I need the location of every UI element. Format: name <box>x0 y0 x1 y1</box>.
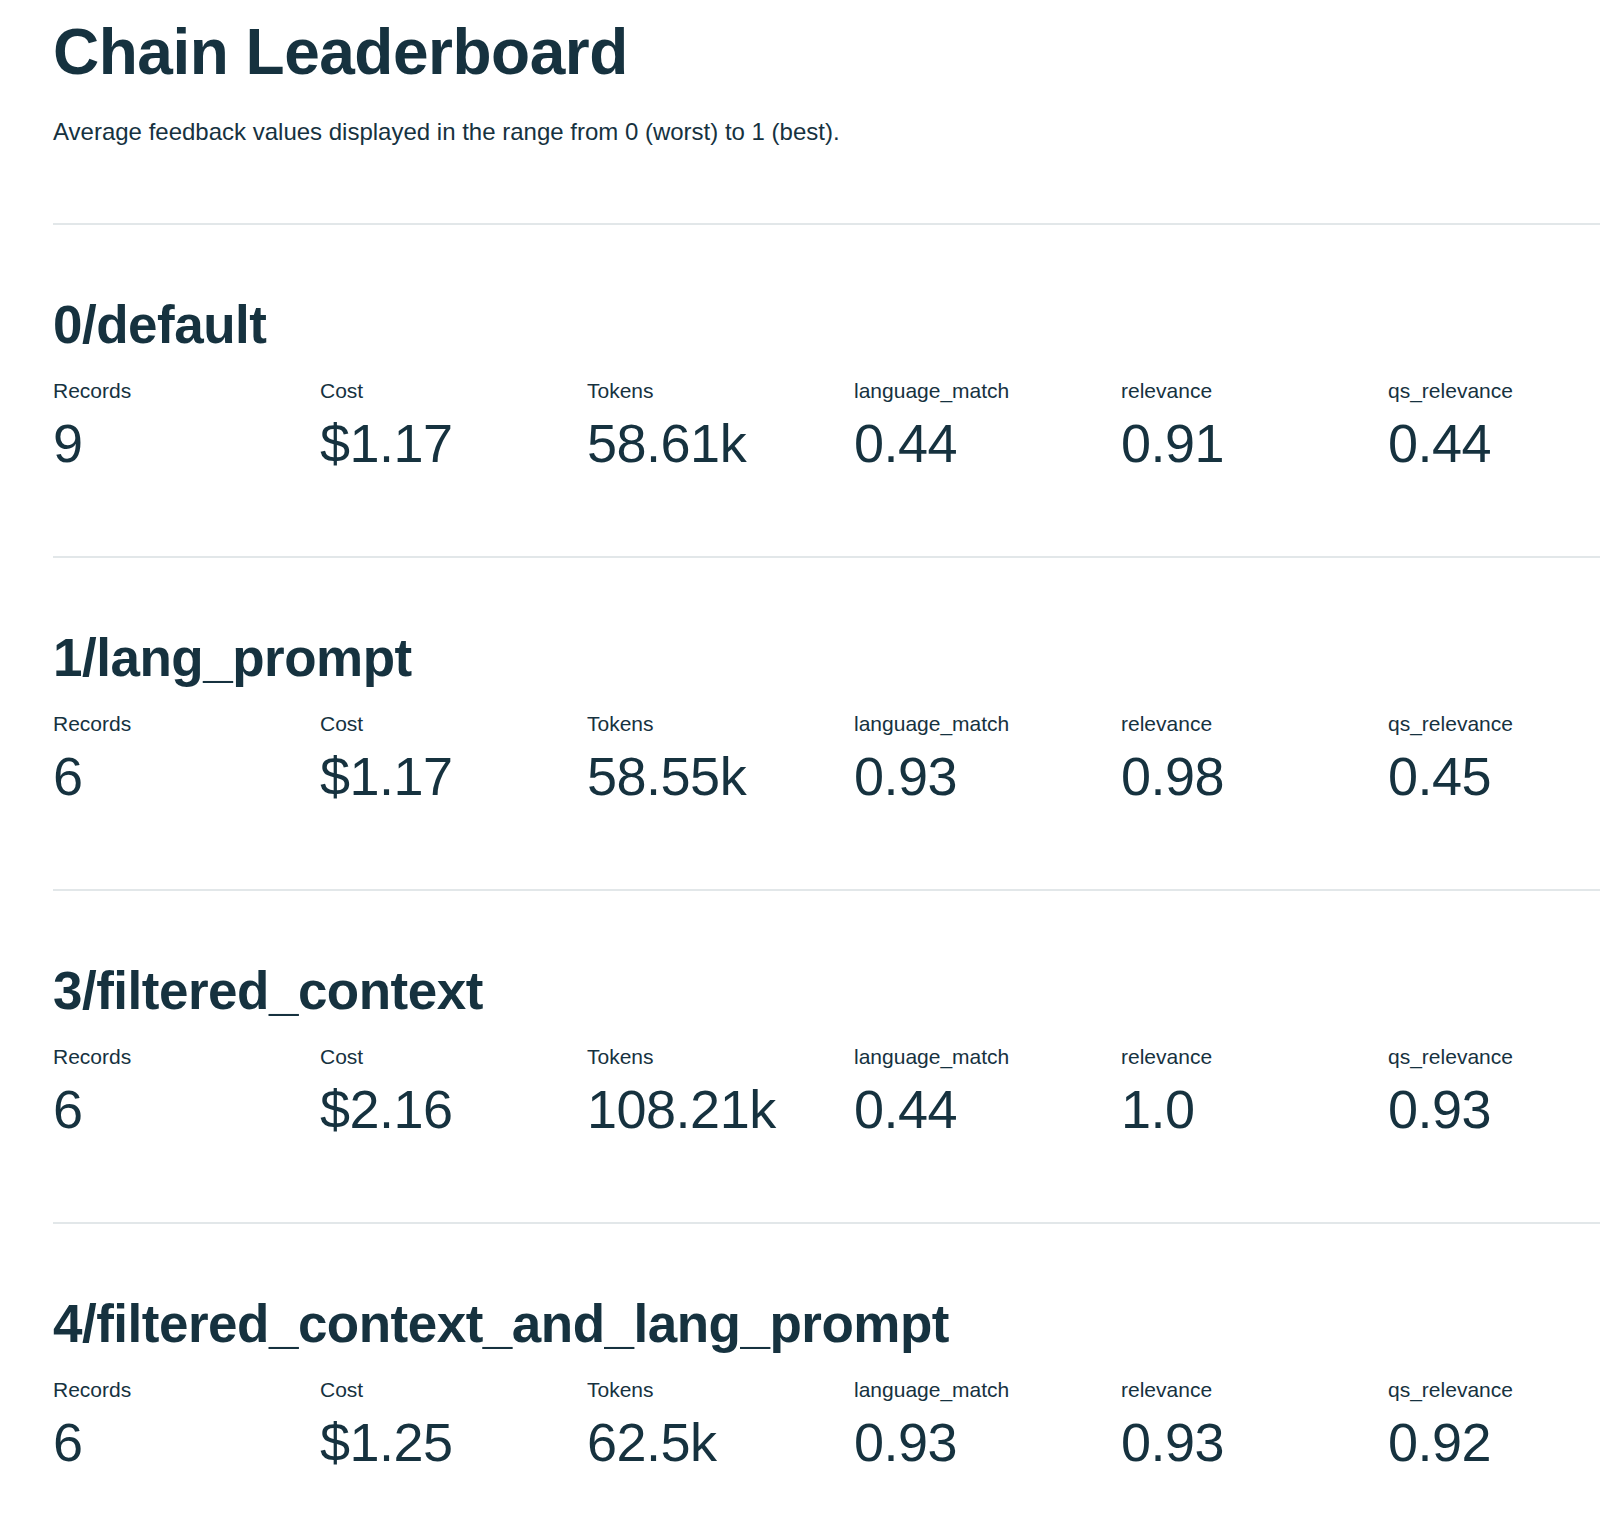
metric-label-records: Records <box>53 1376 304 1403</box>
metric-label-language-match: language_match <box>854 1376 1105 1403</box>
section-filtered-context-and-lang-prompt: 4/filtered_context_and_lang_prompt Recor… <box>53 1222 1600 1473</box>
metric-value-cost: $1.17 <box>320 745 571 807</box>
metric-label-relevance: relevance <box>1121 710 1372 737</box>
metric-value-records: 6 <box>53 745 304 807</box>
metric-label-records: Records <box>53 377 304 404</box>
page-subtitle: Average feedback values displayed in the… <box>53 115 1600 149</box>
metric-value-cost: $1.17 <box>320 412 571 474</box>
metric-label-relevance: relevance <box>1121 377 1372 404</box>
section-title: 0/default <box>53 293 1600 357</box>
metric-value-records: 6 <box>53 1411 304 1473</box>
metric-labels-row: Records Cost Tokens language_match relev… <box>53 710 1600 737</box>
metric-label-cost: Cost <box>320 1376 571 1403</box>
metric-label-language-match: language_match <box>854 710 1105 737</box>
metric-value-tokens: 58.55k <box>587 745 838 807</box>
metric-value-qs-relevance: 0.45 <box>1388 745 1600 807</box>
metric-label-tokens: Tokens <box>587 377 838 404</box>
metric-value-qs-relevance: 0.92 <box>1388 1411 1600 1473</box>
metric-value-cost: $1.25 <box>320 1411 571 1473</box>
metric-value-qs-relevance: 0.93 <box>1388 1078 1600 1140</box>
metric-labels-row: Records Cost Tokens language_match relev… <box>53 1043 1600 1070</box>
metric-value-language-match: 0.93 <box>854 1411 1105 1473</box>
metric-label-qs-relevance: qs_relevance <box>1388 377 1600 404</box>
metric-value-relevance: 0.91 <box>1121 412 1372 474</box>
metric-label-records: Records <box>53 710 304 737</box>
metric-value-language-match: 0.93 <box>854 745 1105 807</box>
metric-label-qs-relevance: qs_relevance <box>1388 1043 1600 1070</box>
metric-value-language-match: 0.44 <box>854 1078 1105 1140</box>
metric-label-qs-relevance: qs_relevance <box>1388 1376 1600 1403</box>
metric-value-qs-relevance: 0.44 <box>1388 412 1600 474</box>
chain-leaderboard-page: Chain Leaderboard Average feedback value… <box>0 0 1600 1526</box>
metric-label-language-match: language_match <box>854 377 1105 404</box>
metric-label-tokens: Tokens <box>587 710 838 737</box>
metric-labels-row: Records Cost Tokens language_match relev… <box>53 377 1600 404</box>
section-filtered-context: 3/filtered_context Records Cost Tokens l… <box>53 889 1600 1140</box>
metric-value-records: 9 <box>53 412 304 474</box>
metric-values-row: 6 $1.25 62.5k 0.93 0.93 0.92 <box>53 1411 1600 1473</box>
section-title: 3/filtered_context <box>53 959 1600 1023</box>
metric-value-language-match: 0.44 <box>854 412 1105 474</box>
metric-label-records: Records <box>53 1043 304 1070</box>
metric-value-relevance: 0.98 <box>1121 745 1372 807</box>
section-title: 4/filtered_context_and_lang_prompt <box>53 1292 1600 1356</box>
section-title: 1/lang_prompt <box>53 626 1600 690</box>
page-title: Chain Leaderboard <box>53 14 1600 91</box>
metric-values-row: 6 $1.17 58.55k 0.93 0.98 0.45 <box>53 745 1600 807</box>
metric-value-relevance: 0.93 <box>1121 1411 1372 1473</box>
section-lang-prompt: 1/lang_prompt Records Cost Tokens langua… <box>53 556 1600 807</box>
metric-label-tokens: Tokens <box>587 1043 838 1070</box>
metric-label-relevance: relevance <box>1121 1043 1372 1070</box>
metric-value-tokens: 62.5k <box>587 1411 838 1473</box>
metric-label-cost: Cost <box>320 710 571 737</box>
metric-label-qs-relevance: qs_relevance <box>1388 710 1600 737</box>
metric-label-cost: Cost <box>320 1043 571 1070</box>
metric-label-tokens: Tokens <box>587 1376 838 1403</box>
section-default: 0/default Records Cost Tokens language_m… <box>53 223 1600 474</box>
metric-value-relevance: 1.0 <box>1121 1078 1372 1140</box>
metric-values-row: 6 $2.16 108.21k 0.44 1.0 0.93 <box>53 1078 1600 1140</box>
metric-value-records: 6 <box>53 1078 304 1140</box>
metric-value-tokens: 58.61k <box>587 412 838 474</box>
metric-label-cost: Cost <box>320 377 571 404</box>
metric-value-cost: $2.16 <box>320 1078 571 1140</box>
metric-label-language-match: language_match <box>854 1043 1105 1070</box>
metric-value-tokens: 108.21k <box>587 1078 838 1140</box>
metric-values-row: 9 $1.17 58.61k 0.44 0.91 0.44 <box>53 412 1600 474</box>
metric-labels-row: Records Cost Tokens language_match relev… <box>53 1376 1600 1403</box>
metric-label-relevance: relevance <box>1121 1376 1372 1403</box>
